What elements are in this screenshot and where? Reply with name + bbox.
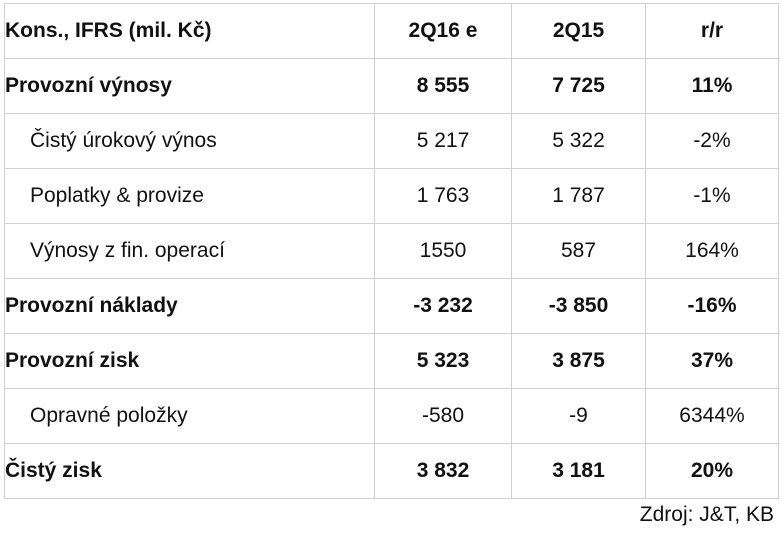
header-col-2q15: 2Q15 bbox=[511, 3, 646, 59]
row-value-yoy: -2% bbox=[645, 113, 779, 169]
table-row: Provozní zisk 5 323 3 875 37% bbox=[4, 333, 779, 389]
row-value-2q16e: -3 232 bbox=[374, 278, 512, 334]
source-note: Zdroj: J&T, KB bbox=[639, 503, 774, 526]
row-value-2q15: 3 875 bbox=[511, 333, 646, 389]
row-value-2q16e: 5 323 bbox=[374, 333, 512, 389]
row-label: Provozní výnosy bbox=[4, 58, 375, 114]
row-value-2q15: 5 322 bbox=[511, 113, 646, 169]
table-row: Výnosy z fin. operací 1550 587 164% bbox=[4, 223, 779, 279]
row-value-2q15: -3 850 bbox=[511, 278, 646, 334]
row-label: Poplatky & provize bbox=[4, 168, 375, 224]
table-row: Provozní výnosy 8 555 7 725 11% bbox=[4, 58, 779, 114]
table-header-row: Kons., IFRS (mil. Kč) 2Q16 e 2Q15 r/r bbox=[4, 3, 779, 59]
row-value-2q15: 7 725 bbox=[511, 58, 646, 114]
row-label: Čistý zisk bbox=[4, 443, 375, 499]
row-value-yoy: 164% bbox=[645, 223, 779, 279]
header-col-2q16e: 2Q16 e bbox=[374, 3, 512, 59]
table-row: Poplatky & provize 1 763 1 787 -1% bbox=[4, 168, 779, 224]
table-row: Čistý zisk 3 832 3 181 20% bbox=[4, 443, 779, 499]
row-label: Čistý úrokový výnos bbox=[4, 113, 375, 169]
row-value-2q16e: 1550 bbox=[374, 223, 512, 279]
header-label: Kons., IFRS (mil. Kč) bbox=[4, 3, 375, 59]
row-value-yoy: -1% bbox=[645, 168, 779, 224]
table-row: Čistý úrokový výnos 5 217 5 322 -2% bbox=[4, 113, 779, 169]
financial-table: Kons., IFRS (mil. Kč) 2Q16 e 2Q15 r/r Pr… bbox=[4, 3, 779, 499]
row-value-2q15: 1 787 bbox=[511, 168, 646, 224]
row-value-yoy: 20% bbox=[645, 443, 779, 499]
row-value-2q15: -9 bbox=[511, 388, 646, 444]
row-value-yoy: 11% bbox=[645, 58, 779, 114]
row-label: Provozní zisk bbox=[4, 333, 375, 389]
row-value-yoy: 6344% bbox=[645, 388, 779, 444]
row-value-2q16e: 8 555 bbox=[374, 58, 512, 114]
table-row: Provozní náklady -3 232 -3 850 -16% bbox=[4, 278, 779, 334]
row-value-2q16e: 3 832 bbox=[374, 443, 512, 499]
row-value-yoy: -16% bbox=[645, 278, 779, 334]
row-value-2q15: 587 bbox=[511, 223, 646, 279]
header-col-yoy: r/r bbox=[645, 3, 779, 59]
row-value-2q16e: 1 763 bbox=[374, 168, 512, 224]
row-label: Provozní náklady bbox=[4, 278, 375, 334]
row-value-yoy: 37% bbox=[645, 333, 779, 389]
row-value-2q16e: 5 217 bbox=[374, 113, 512, 169]
row-label: Výnosy z fin. operací bbox=[4, 223, 375, 279]
table-row: Opravné položky -580 -9 6344% bbox=[4, 388, 779, 444]
row-value-2q16e: -580 bbox=[374, 388, 512, 444]
row-label: Opravné položky bbox=[4, 388, 375, 444]
row-value-2q15: 3 181 bbox=[511, 443, 646, 499]
